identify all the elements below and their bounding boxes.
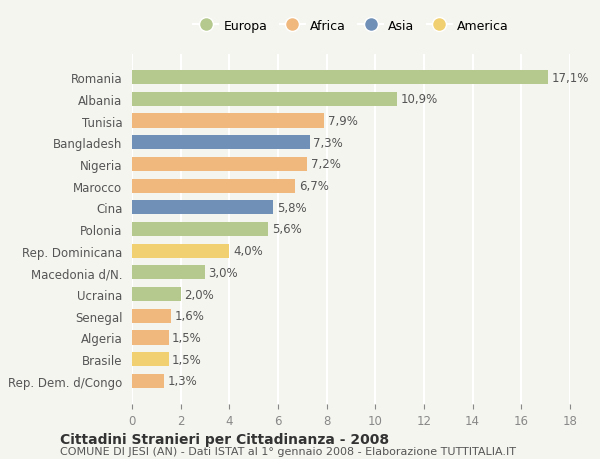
Bar <box>132 266 205 280</box>
Text: 7,3%: 7,3% <box>313 136 343 149</box>
Bar <box>132 309 171 323</box>
Bar <box>132 287 181 302</box>
Bar <box>132 223 268 236</box>
Text: 1,5%: 1,5% <box>172 331 202 344</box>
Text: 1,5%: 1,5% <box>172 353 202 366</box>
Text: 2,0%: 2,0% <box>184 288 214 301</box>
Text: COMUNE DI JESI (AN) - Dati ISTAT al 1° gennaio 2008 - Elaborazione TUTTITALIA.IT: COMUNE DI JESI (AN) - Dati ISTAT al 1° g… <box>60 447 516 456</box>
Text: Cittadini Stranieri per Cittadinanza - 2008: Cittadini Stranieri per Cittadinanza - 2… <box>60 432 389 446</box>
Text: 1,6%: 1,6% <box>175 310 205 323</box>
Text: 3,0%: 3,0% <box>209 266 238 279</box>
Bar <box>132 201 273 215</box>
Bar <box>132 353 169 366</box>
Text: 5,6%: 5,6% <box>272 223 302 236</box>
Bar <box>132 374 164 388</box>
Bar <box>132 114 324 129</box>
Bar <box>132 157 307 172</box>
Text: 6,7%: 6,7% <box>299 180 329 193</box>
Bar <box>132 93 397 106</box>
Text: 7,2%: 7,2% <box>311 158 341 171</box>
Bar <box>132 71 548 85</box>
Text: 5,8%: 5,8% <box>277 202 307 214</box>
Bar <box>132 136 310 150</box>
Text: 17,1%: 17,1% <box>552 72 589 84</box>
Legend: Europa, Africa, Asia, America: Europa, Africa, Asia, America <box>190 16 512 36</box>
Bar <box>132 244 229 258</box>
Bar <box>132 179 295 193</box>
Text: 1,3%: 1,3% <box>167 375 197 387</box>
Text: 10,9%: 10,9% <box>401 93 438 106</box>
Bar <box>132 330 169 345</box>
Text: 7,9%: 7,9% <box>328 115 358 128</box>
Text: 4,0%: 4,0% <box>233 245 263 257</box>
